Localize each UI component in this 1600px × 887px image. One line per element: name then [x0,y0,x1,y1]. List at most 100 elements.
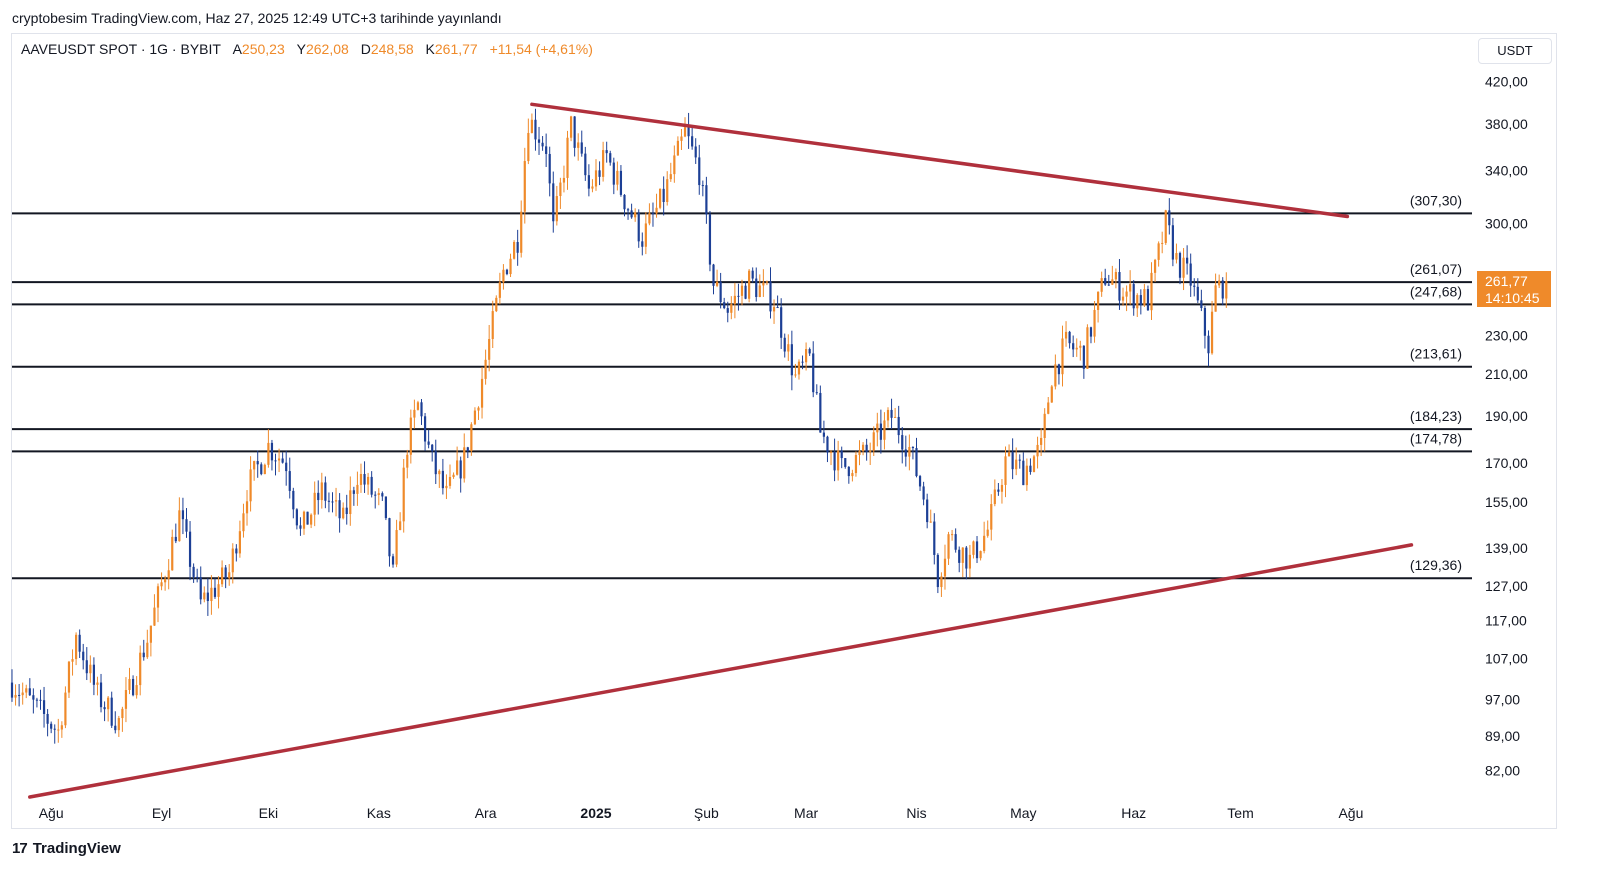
candle [961,547,964,578]
x-tick-7: Mar [794,805,818,821]
candle [135,676,138,699]
candle [107,695,110,722]
candle [1068,330,1071,349]
candle [253,460,256,481]
candle [918,474,922,491]
candle [1143,283,1146,307]
low-value: 248,58 [370,41,414,57]
candle [790,330,793,391]
candle [1018,454,1021,469]
candle [57,718,60,743]
candle [1164,209,1167,245]
candle [1104,268,1107,286]
candle [388,517,391,567]
candle [584,146,587,181]
candle [769,267,772,319]
change-value: +11,54 (+4,61%) [489,41,593,57]
candle [1111,265,1114,286]
candle [302,510,306,535]
level-label-1: (261,07) [1410,261,1462,277]
candle [975,536,979,564]
candle [242,503,245,538]
bar-countdown: 14:10:45 [1485,289,1540,306]
candle [1043,408,1046,452]
candle [1210,300,1214,355]
candle [342,502,345,520]
candle [99,673,103,713]
candle [1015,447,1018,476]
candle [577,133,580,161]
candle [648,203,651,226]
candle [409,409,412,464]
candle [1061,325,1064,387]
candle [1007,444,1011,457]
candle [644,212,647,255]
candle [933,513,936,565]
candle [915,437,918,478]
candle [894,408,897,418]
candle [78,629,81,658]
candle [680,128,683,151]
candle [509,253,512,278]
candle [730,296,733,320]
candle [423,413,427,451]
candle [131,675,135,697]
x-tick-8: Nis [906,805,926,821]
candle [616,161,619,191]
level-label-3: (213,61) [1410,346,1462,362]
candle [1178,251,1182,285]
tradingview-logo-icon: 17 [12,840,28,857]
candle [1022,452,1025,486]
candle [438,469,441,488]
candle [114,711,117,734]
candle [869,442,872,466]
candle [662,176,665,216]
trendline-resistance[interactable] [530,102,1350,219]
candle [772,299,776,324]
candle [46,709,49,737]
candle [156,583,160,623]
candle [1089,326,1093,344]
trendline-support[interactable] [28,543,1414,799]
candle [466,446,469,459]
candle [359,463,363,493]
symbol-legend: AAVEUSDT SPOT · 1G · BYBIT A250,23 Y262,… [21,41,593,57]
candle [391,553,395,568]
candle [968,544,972,578]
candle [819,385,822,433]
candle [167,559,170,590]
y-tick-13: 97,00 [1485,692,1520,708]
y-tick-11: 117,00 [1485,613,1527,629]
candle [35,697,39,708]
tradingview-brand[interactable]: 17 TradingView [12,840,121,857]
candle [356,471,359,506]
candle [1114,268,1118,289]
trendlines [28,102,1414,799]
candle [1221,277,1224,306]
candle [310,513,313,529]
candle [1186,245,1189,275]
candle [694,138,697,164]
candle [719,272,722,309]
candle [203,586,206,603]
currency-unit-button[interactable]: USDT [1478,38,1552,64]
candle [580,130,583,157]
candle [366,472,370,495]
close-value: 261,77 [434,41,478,57]
x-tick-1: Eyl [152,805,171,821]
open-value: 250,23 [241,41,285,57]
candle [612,157,615,195]
candle [82,643,85,670]
candle [1168,198,1171,235]
candle [908,434,911,471]
candle [993,479,996,507]
candle [260,462,263,476]
candle [837,440,840,481]
high-value: 262,08 [305,41,349,57]
candle [217,576,220,609]
high-label: Y [296,41,306,57]
candle [128,667,131,695]
candle [67,660,71,698]
x-tick-10: Haz [1121,805,1146,821]
